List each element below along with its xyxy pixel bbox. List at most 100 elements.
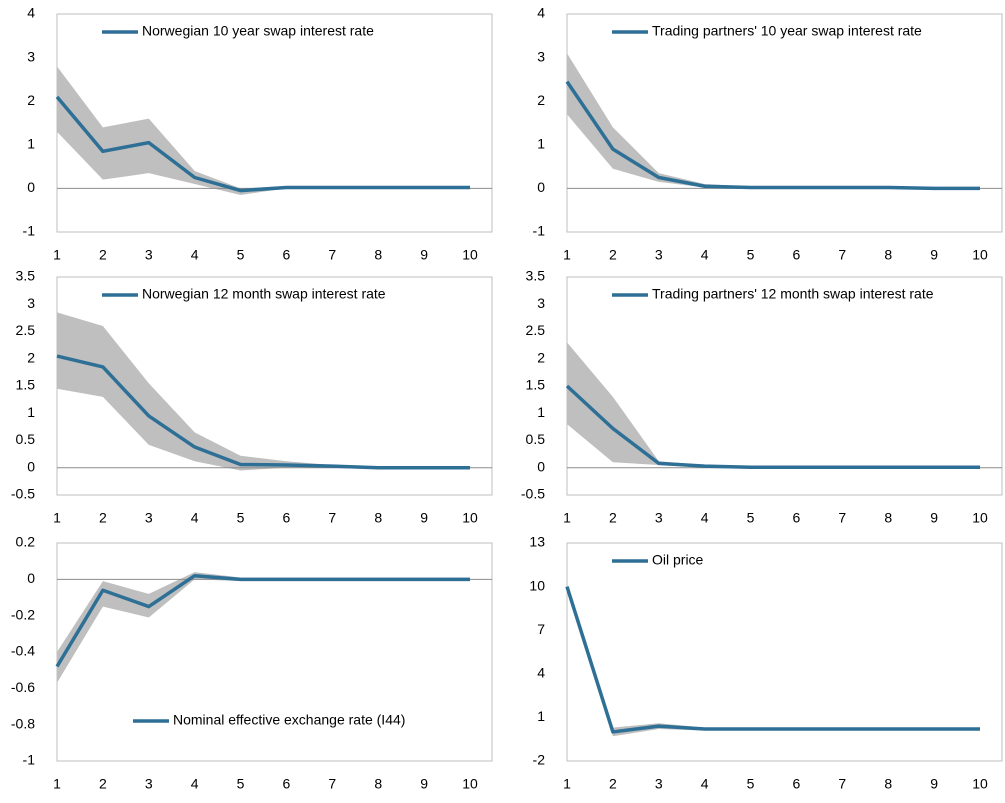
panel: -2 1 4 7 10 13 1 2 3 4 5 6 7 8 9 10 Oil price (529, 534, 1003, 792)
x-tick-label: 2 (609, 247, 617, 263)
x-tick-label: 2 (99, 776, 107, 792)
x-tick-label: 8 (884, 776, 892, 792)
y-tick-label: -0.4 (11, 643, 35, 659)
x-tick-label: 10 (972, 247, 988, 263)
x-tick-label: 1 (53, 776, 61, 792)
legend-label: Norwegian 12 month swap interest rate (142, 286, 386, 302)
x-tick-label: 3 (145, 510, 153, 526)
confidence-band (567, 342, 980, 468)
y-tick-label: 1 (27, 404, 35, 420)
series-line (56, 354, 470, 470)
x-tick-label: 10 (462, 776, 478, 792)
x-tick-label: 4 (701, 776, 709, 792)
x-tick-label: 10 (462, 510, 478, 526)
y-tick-label: 2 (27, 349, 35, 365)
x-tick-label: 6 (793, 247, 801, 263)
x-tick-label: 2 (609, 776, 617, 792)
panel: -1 0 1 2 3 4 1 2 3 4 5 6 7 8 9 10 Trading partners' 10 y… (533, 5, 1003, 263)
x-tick-label: 2 (609, 510, 617, 526)
y-tick-label: -0.6 (11, 679, 35, 695)
x-tick-label: 9 (930, 776, 938, 792)
y-tick-label: 3 (537, 48, 545, 64)
x-tick-label: 6 (283, 247, 291, 263)
series-line (565, 384, 980, 469)
y-tick-label: 3 (537, 295, 545, 311)
x-tick-label: 5 (237, 776, 245, 792)
y-tick-label: 0 (537, 179, 545, 195)
x-tick-label: 9 (420, 510, 428, 526)
x-tick-label: 3 (145, 776, 153, 792)
plot-frame (56, 276, 493, 496)
y-tick-label: 0 (27, 570, 35, 586)
plot-frame (56, 13, 493, 233)
x-tick-label: 10 (972, 776, 988, 792)
series-line (565, 80, 980, 191)
y-tick-label: 4 (27, 5, 35, 21)
legend-label: Norwegian 10 year swap interest rate (142, 23, 374, 39)
y-tick-label: -0.2 (11, 606, 35, 622)
x-tick-label: 10 (972, 510, 988, 526)
confidence-band (567, 585, 980, 737)
x-tick-label: 8 (374, 247, 382, 263)
plot-frame (566, 542, 1003, 762)
x-tick-label: 3 (655, 510, 663, 526)
x-tick-label: 6 (793, 510, 801, 526)
y-tick-label: 1 (27, 136, 35, 152)
x-tick-label: 3 (655, 247, 663, 263)
x-tick-label: 7 (838, 510, 846, 526)
x-tick-label: 9 (420, 776, 428, 792)
y-tick-label: 2 (537, 92, 545, 108)
x-tick-label: 9 (930, 247, 938, 263)
x-tick-label: 1 (53, 247, 61, 263)
y-tick-label: 3.5 (16, 268, 36, 284)
x-tick-label: 3 (145, 247, 153, 263)
y-tick-label: 7 (537, 621, 545, 637)
x-tick-label: 10 (462, 247, 478, 263)
x-tick-label: 7 (328, 247, 336, 263)
plot-frame (56, 542, 493, 762)
y-tick-label: 0 (537, 458, 545, 474)
x-tick-label: 6 (793, 776, 801, 792)
x-tick-label: 5 (747, 510, 755, 526)
x-tick-label: 8 (884, 510, 892, 526)
y-tick-label: 13 (529, 534, 545, 550)
x-tick-label: 4 (191, 510, 199, 526)
x-tick-label: 4 (701, 247, 709, 263)
y-tick-label: 1.5 (16, 377, 36, 393)
y-tick-label: 4 (537, 5, 545, 21)
y-tick-label: 2 (27, 92, 35, 108)
x-tick-label: 5 (237, 510, 245, 526)
plot-frame (566, 13, 1003, 233)
y-tick-label: 0 (27, 179, 35, 195)
y-tick-label: 3.5 (526, 268, 546, 284)
confidence-band (567, 53, 980, 190)
legend-label: Nominal effective exchange rate (I44) (173, 712, 405, 728)
x-tick-label: 7 (328, 510, 336, 526)
y-tick-label: -2 (533, 752, 546, 768)
x-tick-label: 4 (191, 776, 199, 792)
y-tick-label: 0 (27, 458, 35, 474)
legend-label: Oil price (652, 552, 704, 568)
y-tick-label: 3 (27, 295, 35, 311)
y-tick-label: -0.5 (521, 486, 545, 502)
panel: -0.5 0 0.5 1 1.5 2 2.5 3 3.5 1 2 3 4 5 6 7 8 9 10 Norwegian… (11, 268, 493, 526)
panel: -1 0 1 2 3 4 1 2 3 4 5 6 7 8 9 10 Norwegian 10 year swap… (23, 5, 493, 263)
x-tick-label: 8 (374, 510, 382, 526)
series-line (55, 573, 470, 668)
panel: -1 -0.8 -0.6 -0.4 -0.2 0 0.2 1 2 3 4 5 6 7 8 9 10 Nominal… (11, 534, 493, 792)
y-tick-label: -1 (23, 223, 36, 239)
y-tick-label: -1 (23, 752, 36, 768)
y-tick-label: 1 (537, 136, 545, 152)
panel: -0.5 0 0.5 1 1.5 2 2.5 3 3.5 1 2 3 4 5 6 7 8 9 10 Trading p… (521, 268, 1003, 526)
x-tick-label: 2 (99, 247, 107, 263)
y-tick-label: 2.5 (526, 322, 546, 338)
series-line (55, 95, 470, 193)
series-line (565, 586, 980, 734)
x-tick-label: 8 (884, 247, 892, 263)
x-tick-label: 3 (655, 776, 663, 792)
confidence-band (57, 572, 470, 683)
y-tick-label: 2 (537, 349, 545, 365)
y-tick-label: 0.5 (16, 431, 36, 447)
y-tick-label: -0.5 (11, 486, 35, 502)
